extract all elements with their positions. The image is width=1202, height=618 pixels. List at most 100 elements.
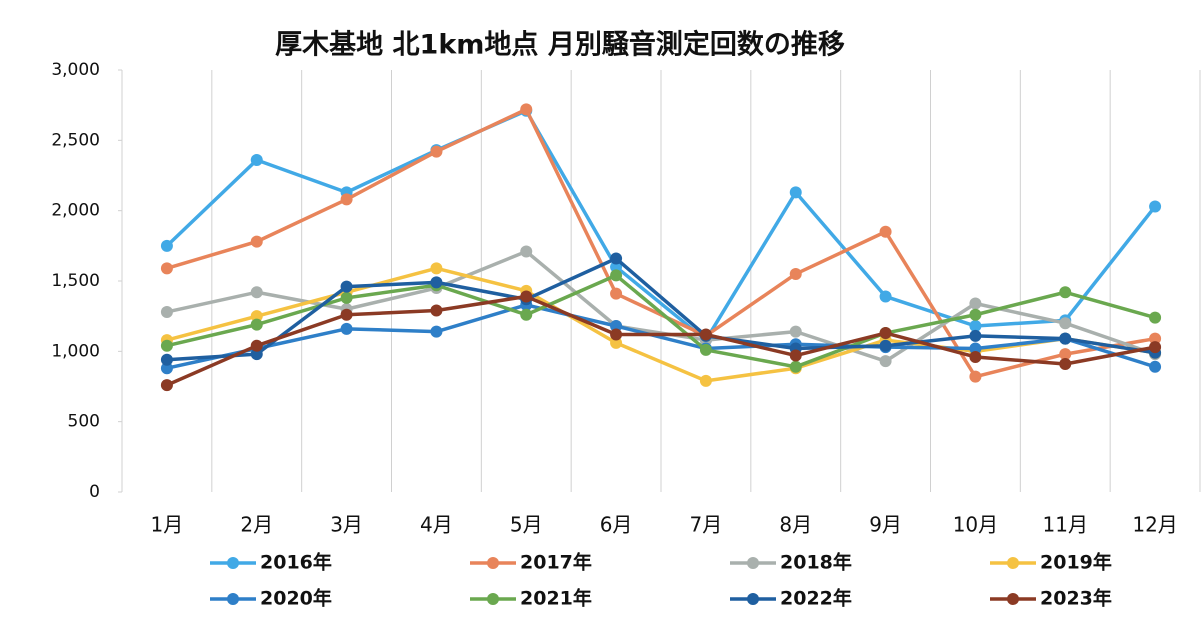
data-point: [430, 325, 443, 338]
data-point: [610, 287, 623, 300]
data-point: [340, 193, 353, 206]
data-point: [1149, 332, 1162, 345]
legend-label: 2020年: [260, 587, 332, 610]
data-point: [250, 235, 263, 248]
x-tick-label: 6月: [600, 513, 633, 537]
legend-marker: [1007, 557, 1019, 569]
legend-label: 2018年: [780, 551, 852, 574]
data-point: [160, 339, 173, 352]
data-point: [699, 328, 712, 341]
series-line: [166, 273, 1156, 369]
data-point: [879, 225, 892, 238]
data-point: [250, 310, 263, 323]
legend-label: 2019年: [1040, 551, 1112, 574]
data-point: [789, 267, 802, 280]
data-point: [520, 290, 533, 303]
data-point: [160, 262, 173, 275]
data-point: [1149, 311, 1162, 324]
series-line: [165, 109, 1157, 342]
legend-label: 2016年: [260, 551, 332, 574]
data-point: [250, 348, 263, 361]
data-point: [789, 186, 802, 199]
data-point: [610, 328, 623, 341]
data-point: [340, 280, 353, 293]
data-point: [1059, 286, 1072, 299]
data-point: [160, 239, 173, 252]
data-point: [969, 342, 982, 355]
x-tick-label: 5月: [510, 513, 543, 537]
x-tick-label: 12月: [1132, 513, 1177, 537]
data-point: [789, 349, 802, 362]
data-point: [340, 322, 353, 335]
y-tick-label: 0: [89, 482, 100, 502]
series-line: [166, 294, 1156, 387]
series-line: [166, 303, 1156, 370]
x-tick-label: 9月: [869, 513, 902, 537]
legend-marker: [747, 557, 759, 569]
data-point: [879, 355, 892, 368]
data-point: [699, 343, 712, 356]
legend-marker: [227, 593, 239, 605]
data-point: [160, 305, 173, 318]
data-point: [1059, 357, 1072, 370]
x-tick-label: 3月: [330, 513, 363, 537]
data-point: [1149, 360, 1162, 373]
x-tick-label: 4月: [420, 513, 453, 537]
data-point: [430, 262, 443, 275]
data-point: [610, 336, 623, 349]
legend-label: 2023年: [1040, 587, 1112, 610]
x-tick-label: 1月: [151, 513, 184, 537]
data-point: [430, 145, 443, 158]
data-point: [160, 379, 173, 392]
y-tick-label: 2,000: [51, 201, 100, 221]
data-point: [430, 276, 443, 289]
data-point: [879, 290, 892, 303]
data-point: [250, 154, 263, 167]
data-point: [879, 327, 892, 340]
legend-marker: [487, 557, 499, 569]
data-point: [969, 370, 982, 383]
data-point: [160, 362, 173, 375]
data-point: [699, 374, 712, 387]
legend-marker: [747, 593, 759, 605]
x-tick-label: 8月: [779, 513, 812, 537]
chart-title: 厚木基地 北1km地点 月別騒音測定回数の推移: [275, 29, 845, 61]
data-point: [430, 304, 443, 317]
data-point: [1059, 332, 1072, 345]
data-point: [969, 320, 982, 333]
x-tick-label: 11月: [1043, 513, 1088, 537]
data-point: [340, 291, 353, 304]
data-point: [969, 308, 982, 321]
x-tick-label: 7月: [690, 513, 723, 537]
data-point: [340, 308, 353, 321]
x-tick-label: 2月: [240, 513, 273, 537]
y-tick-label: 1,000: [51, 341, 100, 361]
data-point: [789, 325, 802, 338]
data-point: [520, 308, 533, 321]
data-point: [250, 318, 263, 331]
data-point: [969, 329, 982, 342]
data-point: [1059, 348, 1072, 361]
data-point: [160, 353, 173, 366]
data-point: [250, 286, 263, 299]
y-tick-label: 500: [68, 412, 100, 432]
legend-label: 2017年: [520, 551, 592, 574]
x-tick-label: 10月: [953, 513, 998, 537]
data-point: [520, 245, 533, 258]
data-point: [520, 103, 533, 116]
data-point: [610, 269, 623, 282]
data-point: [1149, 200, 1162, 213]
y-tick-label: 2,500: [51, 130, 100, 150]
legend-label: 2021年: [520, 587, 592, 610]
legend-marker: [487, 593, 499, 605]
data-point: [610, 252, 623, 265]
series-line: [166, 256, 1156, 362]
data-point: [969, 297, 982, 310]
data-point: [610, 320, 623, 333]
data-point: [879, 339, 892, 352]
data-point: [250, 339, 263, 352]
legend-marker: [227, 557, 239, 569]
data-point: [1149, 341, 1162, 354]
legend-label: 2022年: [780, 587, 852, 610]
